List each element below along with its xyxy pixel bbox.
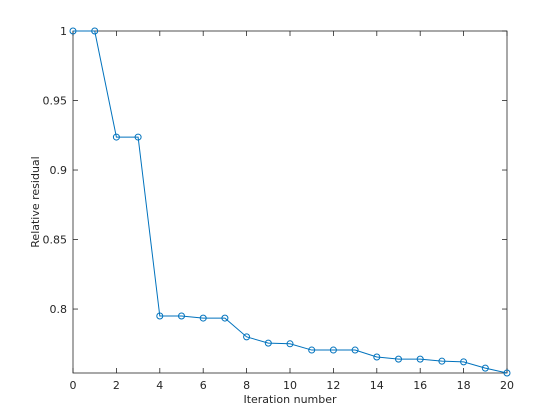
data-point [351,346,359,354]
data-point [178,312,185,320]
x-tick-label: 18 [457,379,471,392]
series-line [73,30,508,374]
x-tick-label: 16 [413,379,427,392]
data-point [221,314,229,322]
data-point [373,353,381,361]
data-point [503,369,511,377]
data-point [69,27,77,35]
data-point [308,346,316,354]
x-tick-label: 2 [113,379,120,392]
x-tick-label: 20 [500,379,514,392]
x-tick-label: 14 [370,379,384,392]
y-tick-label: 0.8 [50,303,68,316]
data-point [243,333,251,341]
data-point [460,358,468,366]
x-axis-label: Iteration number [243,393,337,406]
data-point [156,312,164,320]
data-point [112,133,120,141]
data-point [481,364,489,372]
x-tick-label: 6 [200,379,207,392]
data-point [134,133,142,141]
y-axis-label: Relative residual [29,156,42,247]
x-tick-label: 10 [283,379,297,392]
y-tick-label: 0.9 [50,164,68,177]
x-tick-label: 12 [326,379,340,392]
x-tick-label: 8 [243,379,250,392]
y-tick-label: 1 [60,25,67,38]
x-tick-label: 0 [70,379,77,392]
data-point [199,314,207,322]
data-point [329,346,337,354]
data-point [91,27,99,35]
y-tick-label: 0.85 [43,234,68,247]
x-tick-label: 4 [156,379,163,392]
data-point [286,340,294,348]
data-point [395,355,402,363]
data-point [438,357,446,365]
data-point [416,355,424,363]
y-tick-label: 0.95 [43,95,68,108]
data-point [264,339,272,347]
